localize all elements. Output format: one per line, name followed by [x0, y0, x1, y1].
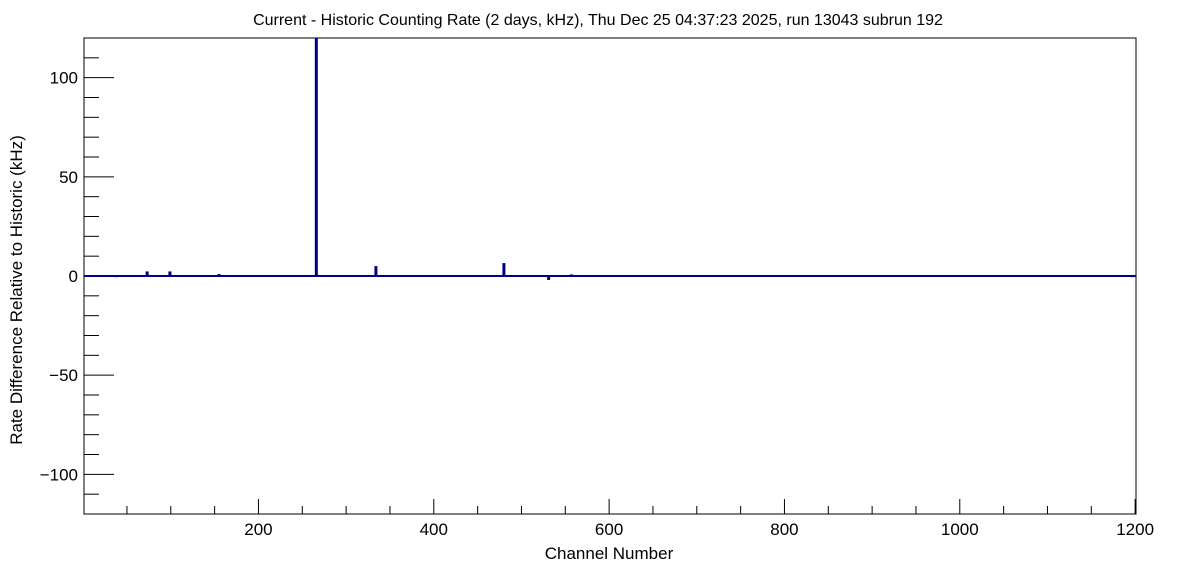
x-axis-label: Channel Number	[545, 544, 674, 563]
y-tick-label: 100	[50, 69, 78, 88]
data-bar	[168, 271, 172, 276]
data-bar	[314, 38, 318, 276]
x-tick-label: 200	[244, 520, 272, 539]
data-bar	[547, 276, 551, 280]
y-axis-ticks: −100 −50 0 50 100	[40, 57, 114, 495]
x-tick-label: 800	[770, 520, 798, 539]
x-tick-label: 600	[595, 520, 623, 539]
x-tick-label: 1200	[1116, 520, 1154, 539]
y-tick-label: −50	[49, 366, 78, 385]
y-tick-label: 0	[69, 267, 78, 286]
y-tick-label: −100	[40, 465, 78, 484]
data-bar	[502, 263, 506, 276]
chart-title: Current - Historic Counting Rate (2 days…	[253, 12, 943, 29]
data-series	[114, 38, 1134, 280]
x-tick-label: 1000	[941, 520, 979, 539]
x-tick-label: 400	[420, 520, 448, 539]
y-axis-label: Rate Difference Relative to Historic (kH…	[7, 135, 26, 445]
y-tick-label: 50	[59, 168, 78, 187]
data-bar	[145, 271, 149, 276]
x-axis-ticks: 200 400 600 800 1000 1200	[126, 499, 1154, 539]
data-bar	[374, 266, 378, 276]
